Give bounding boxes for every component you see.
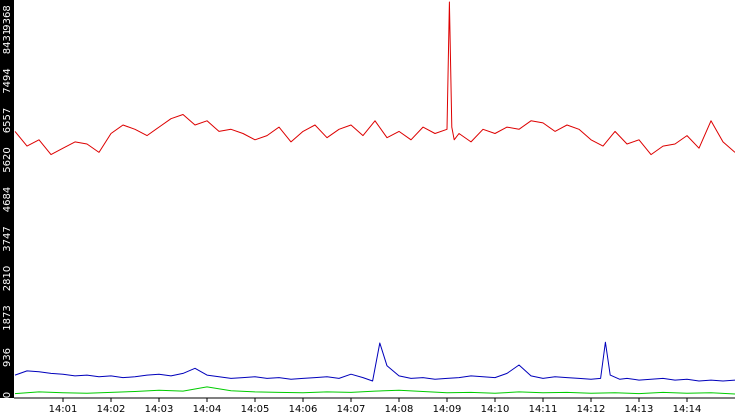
series-line-1 — [14, 1, 735, 156]
y-tick-label: 9368 — [2, 5, 13, 30]
series-line-3 — [14, 386, 735, 395]
x-tick-label: 14:06 — [289, 404, 318, 415]
x-axis-band — [0, 398, 735, 415]
y-tick-label: 936 — [2, 348, 13, 367]
y-tick-label: 8431 — [2, 29, 13, 54]
series-layer — [14, 1, 735, 395]
x-tick-label: 14:08 — [385, 404, 414, 415]
y-tick-label: 1873 — [2, 305, 13, 330]
x-tick-label: 14:14 — [673, 404, 702, 415]
y-tick-label: 6557 — [2, 108, 13, 133]
x-tick-label: 14:13 — [625, 404, 654, 415]
x-tick-label: 14:04 — [193, 404, 222, 415]
x-tick-labels: 14:01 14:02 14:03 14:04 14:05 14:06 14:07 14:08… — [49, 398, 702, 415]
x-tick-label: 14:10 — [481, 404, 510, 415]
y-tick-label: 3747 — [2, 226, 13, 251]
x-tick-label: 14:07 — [337, 404, 366, 415]
x-tick-label: 14:03 — [145, 404, 174, 415]
y-tick-label: 7494 — [2, 68, 13, 93]
series-line-2 — [14, 341, 735, 382]
y-tick-label: 2810 — [2, 266, 13, 291]
x-tick-label: 14:12 — [577, 404, 606, 415]
y-tick-label: 0 — [2, 392, 13, 398]
x-tick-label: 14:09 — [433, 404, 462, 415]
y-tick-label: 4684 — [2, 187, 13, 212]
x-tick-label: 14:02 — [97, 404, 126, 415]
x-tick-label: 14:01 — [49, 404, 78, 415]
y-tick-label: 5620 — [2, 147, 13, 172]
x-tick-label: 14:05 — [241, 404, 270, 415]
y-axis-band — [0, 0, 14, 415]
x-tick-label: 14:11 — [529, 404, 558, 415]
